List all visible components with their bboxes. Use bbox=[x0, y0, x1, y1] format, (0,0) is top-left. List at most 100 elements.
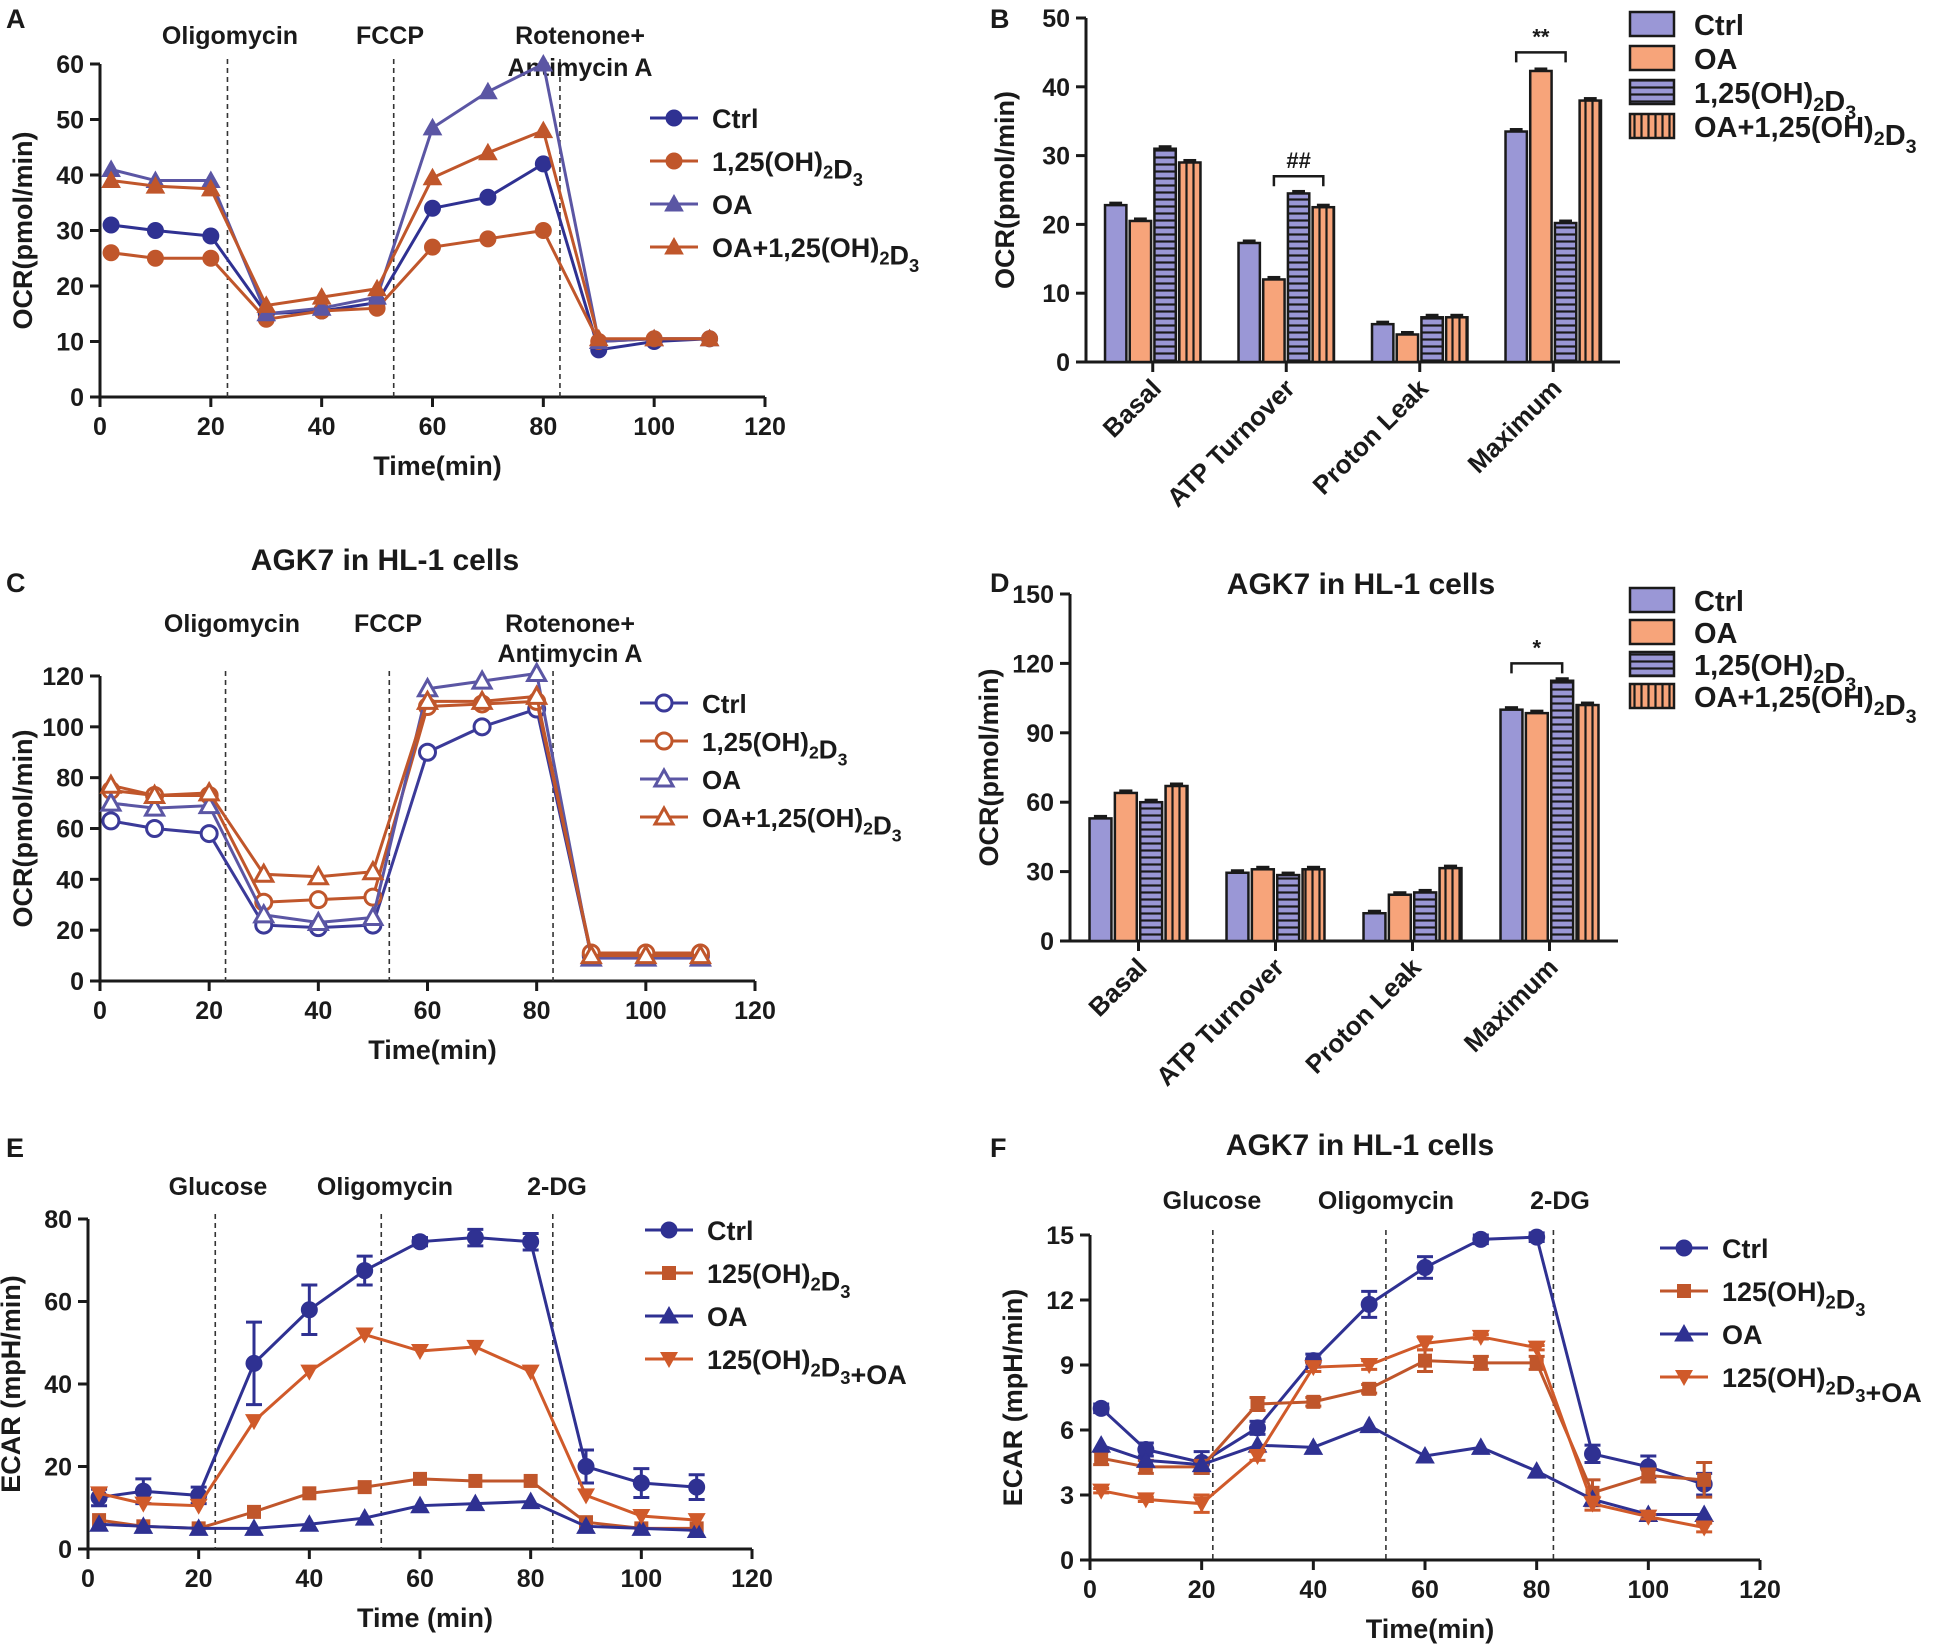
data-point bbox=[300, 1364, 319, 1381]
data-point bbox=[424, 199, 441, 217]
chart-A-y-tick-label: 60 bbox=[56, 51, 84, 79]
series-F-0 bbox=[1092, 1228, 1713, 1497]
series-C-3 bbox=[99, 684, 712, 965]
data-point bbox=[197, 780, 221, 802]
data-point bbox=[189, 1498, 208, 1515]
significance-mark: * bbox=[1533, 635, 1542, 660]
legend-swatch bbox=[1628, 112, 1676, 140]
data-point bbox=[300, 1301, 318, 1319]
series-line bbox=[110, 128, 710, 341]
data-point bbox=[1191, 1454, 1212, 1473]
data-point bbox=[422, 167, 443, 186]
data-point bbox=[478, 81, 498, 100]
data-point bbox=[1415, 1445, 1435, 1464]
data-point bbox=[470, 689, 494, 710]
chart-F-x-tick-label: 100 bbox=[1627, 1576, 1669, 1604]
data-point bbox=[1471, 1329, 1490, 1346]
bar bbox=[1504, 130, 1529, 364]
data-point bbox=[525, 661, 549, 682]
data-point bbox=[245, 1354, 263, 1372]
panel-D: D AGK7 in HL-1 cells 0 30 60 90 120 150 OCR(pmol… bbox=[974, 568, 1917, 1092]
bar bbox=[1575, 703, 1600, 943]
legend-label: Ctrl bbox=[712, 104, 759, 134]
data-point bbox=[1303, 1437, 1324, 1455]
chart-C-y-tick-label: 20 bbox=[56, 917, 84, 945]
chart-E-x-tick-label: 0 bbox=[81, 1565, 95, 1593]
series-line bbox=[98, 1332, 697, 1522]
legend-swatch bbox=[1628, 44, 1676, 72]
data-point bbox=[99, 791, 123, 812]
injection-label-A: Antimycin A bbox=[508, 54, 653, 82]
chart-C-x-tick-label: 20 bbox=[195, 997, 223, 1025]
data-point bbox=[1192, 1496, 1211, 1513]
chart-C-x-tick-label: 60 bbox=[414, 997, 442, 1025]
injection-label-C: Rotenone+ bbox=[505, 610, 635, 638]
series-line bbox=[98, 1236, 697, 1499]
data-point bbox=[472, 717, 492, 737]
data-point bbox=[522, 1233, 540, 1251]
data-point bbox=[308, 890, 328, 910]
chart-F-x-tick-label: 120 bbox=[1739, 1576, 1781, 1604]
bar bbox=[1286, 192, 1311, 364]
chart-A-x-tick-label: 100 bbox=[633, 413, 675, 441]
data-point bbox=[521, 1364, 540, 1381]
legend-label: OA bbox=[1694, 44, 1738, 76]
legend-marker bbox=[660, 1221, 678, 1239]
data-point bbox=[1584, 1445, 1601, 1463]
bar bbox=[1275, 873, 1301, 943]
bar bbox=[1177, 161, 1202, 364]
chart-C-x-tick-label: 40 bbox=[304, 997, 332, 1025]
data-point bbox=[1527, 1340, 1546, 1357]
chart-F-y-tick-label: 15 bbox=[1046, 1222, 1074, 1250]
injection-label-F: Oligomycin bbox=[1318, 1187, 1454, 1215]
data-point bbox=[311, 287, 332, 305]
bar bbox=[1578, 99, 1603, 364]
data-point bbox=[1094, 1451, 1109, 1466]
chart-E-y-tick-label: 20 bbox=[44, 1454, 72, 1482]
legend-label: OA+1,25(OH)2D3 bbox=[1694, 682, 1917, 728]
chart-D-y-tick-label: 90 bbox=[1026, 720, 1054, 748]
panel-E: E 0 20 40 60 80 0 20 40 60 80 100 120 Time (min) ECAR … bbox=[0, 1133, 907, 1633]
chart-C-y-tick-label: 60 bbox=[56, 816, 84, 844]
bar bbox=[1153, 147, 1178, 364]
chart-D-y-tick-label: 0 bbox=[1040, 928, 1054, 956]
series-C-1 bbox=[101, 691, 710, 963]
bar bbox=[1138, 800, 1164, 943]
chart-F-x-tick-label: 0 bbox=[1083, 1576, 1097, 1604]
series-line bbox=[1100, 1359, 1705, 1495]
chart-B-y-tick-label: 40 bbox=[1042, 74, 1070, 102]
legend-label: Ctrl bbox=[1722, 1234, 1769, 1264]
series-line bbox=[110, 671, 701, 960]
data-point bbox=[479, 188, 497, 206]
bar bbox=[1128, 219, 1153, 364]
data-point bbox=[256, 295, 277, 313]
series-line bbox=[110, 61, 710, 344]
chart-A-y-label: OCR(pmol/min) bbox=[8, 132, 38, 330]
chart-D-y-tick-label: 30 bbox=[1026, 859, 1054, 887]
data-point bbox=[252, 902, 276, 924]
chart-B-category-label: Proton Leak bbox=[1307, 373, 1435, 501]
injection-label-A: FCCP bbox=[356, 22, 424, 50]
injection-label-C: Oligomycin bbox=[164, 610, 300, 638]
legend-label: 125(OH)2D3 bbox=[707, 1259, 850, 1302]
bar bbox=[1444, 316, 1469, 364]
injection-label-A: Rotenone+ bbox=[515, 22, 645, 50]
legend-label: 1,25(OH)2D3 bbox=[702, 727, 848, 770]
legend-label: 1,25(OH)2D3 bbox=[712, 147, 863, 190]
legend-swatch bbox=[1628, 586, 1676, 614]
legend-marker bbox=[659, 1305, 679, 1324]
bar bbox=[1524, 711, 1550, 943]
legend-label: OA+1,25(OH)2D3 bbox=[702, 803, 902, 846]
chart-B-y-tick-label: 30 bbox=[1042, 143, 1070, 171]
data-point bbox=[1641, 1468, 1656, 1483]
chart-C-x-tick-label: 80 bbox=[523, 997, 551, 1025]
chart-E-y-tick-label: 60 bbox=[44, 1289, 72, 1317]
chart-A-y-tick-label: 50 bbox=[56, 107, 84, 135]
data-point bbox=[1091, 1435, 1112, 1453]
legend-marker bbox=[660, 1352, 678, 1368]
chart-B-category-label: Basal bbox=[1097, 373, 1167, 443]
data-point bbox=[1249, 1419, 1266, 1437]
data-point bbox=[534, 155, 552, 173]
bar bbox=[1499, 708, 1524, 943]
